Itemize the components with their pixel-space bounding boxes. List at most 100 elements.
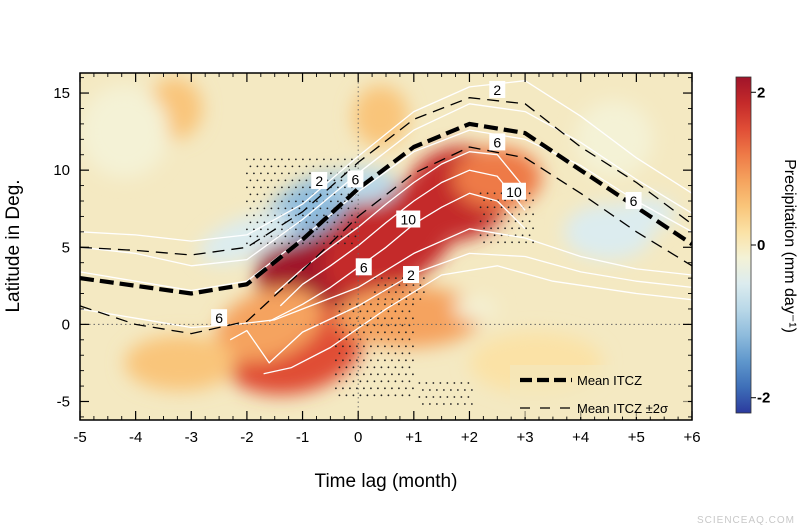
stipple-dot [246, 214, 248, 217]
colorbar-bar [735, 76, 752, 414]
y-tick-label: 0 [62, 316, 70, 333]
stipple-dot [349, 373, 351, 376]
stipple-dot [425, 382, 428, 384]
stipple-dot [302, 242, 304, 245]
contour-label-text: 2 [315, 173, 323, 189]
stipple-dot [302, 186, 304, 189]
stipple-dot [479, 192, 482, 195]
stipple-dot [326, 221, 329, 224]
x-tick-label: 0 [354, 429, 362, 446]
stipple-dot [316, 214, 318, 217]
stipple-dot [256, 207, 259, 210]
stipple-dot [253, 172, 255, 175]
stipple-dot [483, 213, 485, 216]
stipple-dot [288, 172, 290, 175]
stipple-dot [377, 359, 379, 362]
stipple-dot [295, 186, 297, 189]
stipple-dot [401, 324, 404, 327]
stipple-dot [401, 291, 404, 294]
stipple-dot [370, 345, 372, 348]
contour-label-text: 6 [352, 171, 360, 187]
x-tick-label: -4 [129, 429, 142, 446]
contour-label: 6 [489, 133, 506, 151]
contour-label-box [625, 192, 642, 210]
stipple-dot [384, 298, 387, 301]
stipple-dot [354, 165, 357, 168]
stipple-dot [345, 380, 348, 383]
stipple-dot [380, 366, 383, 369]
contour-label-text: 10 [400, 212, 416, 228]
stipple-dot [408, 394, 411, 397]
x-tick-label: +4 [572, 429, 589, 446]
stipple-dot [333, 165, 336, 168]
stipple-dot [486, 192, 489, 195]
stipple-dot [467, 382, 470, 384]
stipple-dot [394, 352, 397, 355]
stipple-dot [521, 220, 524, 223]
stipple-dot [345, 394, 348, 397]
stipple-dot [483, 199, 485, 202]
anomaly-patch [124, 335, 236, 391]
stipple-dot [405, 303, 407, 306]
stipple-dot [291, 221, 294, 224]
stipple-dot [323, 158, 325, 161]
stipple-dot [342, 303, 344, 306]
stipple-dot [356, 331, 358, 334]
stipple-dot [349, 331, 351, 334]
stipple-dot [260, 158, 262, 161]
stipple-dot [253, 214, 255, 217]
stipple-dot [387, 366, 390, 369]
stipple-dot [309, 186, 311, 189]
stipple-dot [398, 373, 400, 376]
stipple-dot [309, 158, 311, 161]
stipple-dot [394, 338, 397, 341]
stipple-dot [342, 387, 344, 390]
x-tick-label: +6 [683, 429, 700, 446]
stipple-dot [398, 345, 400, 348]
stipple-dot [507, 220, 510, 223]
stipple-dot [370, 373, 372, 376]
stipple-dot [352, 380, 355, 383]
stipple-dot [338, 380, 341, 383]
anomaly-patch [452, 298, 498, 320]
stipple-dot [493, 220, 496, 223]
stipple-dot [442, 389, 445, 391]
stipple-dot [338, 324, 341, 327]
stipple-dot [335, 303, 337, 306]
stipple-dot [405, 284, 408, 287]
stipple-dot [435, 403, 438, 405]
stipple-dot [500, 206, 503, 209]
contour-label-box [347, 170, 364, 188]
stipple-dot [387, 338, 390, 341]
stipple-dot [479, 234, 482, 237]
stipple-dot [363, 373, 365, 376]
stipple-dot [394, 324, 397, 327]
stipple-dot [263, 207, 266, 210]
stipple-dot [373, 291, 376, 294]
stipple-dot [493, 234, 496, 237]
stipple-dot [394, 394, 397, 397]
stipple-dot [351, 200, 353, 203]
stipple-dot [391, 387, 393, 390]
stipple-dot [408, 352, 411, 355]
stipple-dot [394, 310, 397, 313]
stipple-dot [298, 207, 301, 210]
stipple-dot [412, 298, 415, 301]
stipple-dot [384, 387, 386, 390]
stipple-dot [439, 396, 442, 398]
stipple-dot [335, 387, 337, 390]
stipple-dot [428, 389, 431, 391]
stipple-dot [373, 338, 376, 341]
stipple-dot [256, 235, 259, 238]
stipple-dot [302, 172, 304, 175]
stipple-dot [335, 331, 337, 334]
stipple-dot [333, 179, 336, 182]
stipple-dot [288, 242, 290, 245]
stipple-dot [391, 331, 393, 334]
stipple-dot [363, 303, 365, 306]
stipple-dot [340, 221, 343, 224]
x-tick-label: +3 [517, 429, 534, 446]
stipple-dot [352, 352, 355, 355]
stipple-dot [363, 387, 365, 390]
